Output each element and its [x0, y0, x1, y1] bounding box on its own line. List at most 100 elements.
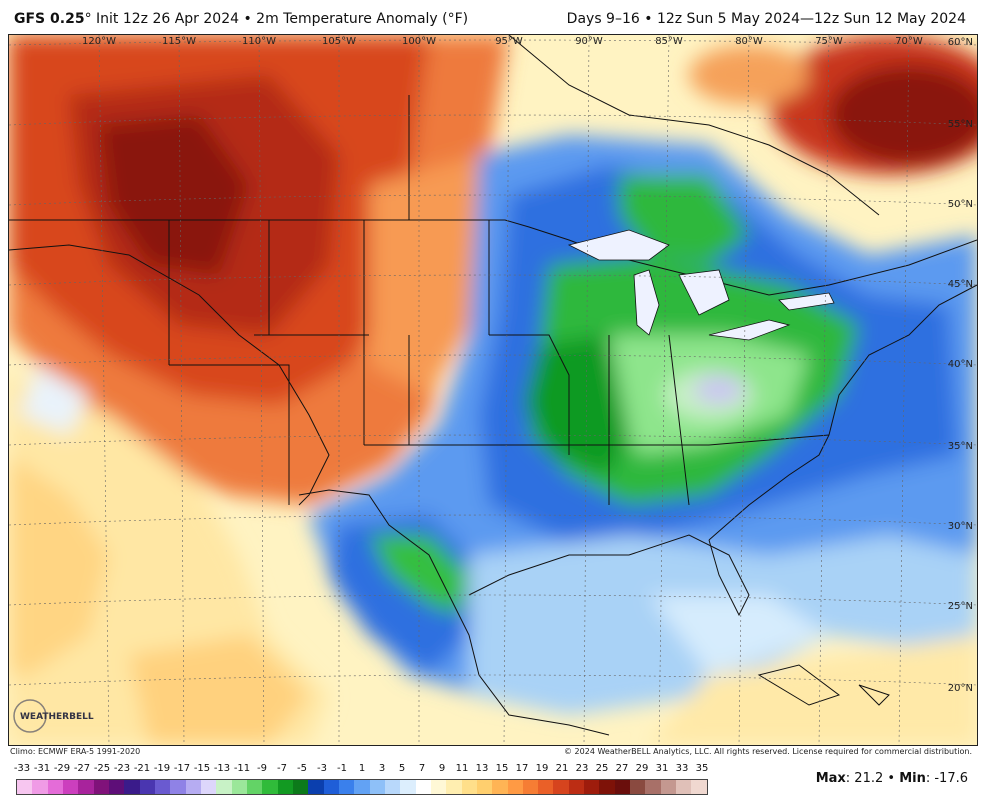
scale-tick: -13: [213, 763, 231, 774]
scale-swatch: [170, 780, 186, 794]
copyright-note: © 2024 WeatherBELL Analytics, LLC. All r…: [564, 747, 972, 756]
scale-swatch: [492, 780, 508, 794]
degree-sign: °: [84, 11, 92, 27]
boundaries: [9, 35, 977, 736]
scale-tick: -1: [337, 763, 347, 774]
scale-swatch: [32, 780, 48, 794]
scale-tick: -11: [233, 763, 251, 774]
scale-tick: -7: [277, 763, 287, 774]
scale-swatch: [139, 780, 155, 794]
scale-swatch: [216, 780, 232, 794]
lat-label: 25°N: [948, 601, 973, 612]
lake-ontario: [778, 292, 835, 311]
scale-tick: -25: [93, 763, 111, 774]
scale-tick: 31: [655, 763, 669, 774]
lon-label: 85°W: [655, 36, 683, 47]
scale-swatch: [323, 780, 339, 794]
scale-swatch: [553, 780, 569, 794]
scale-swatch: [446, 780, 462, 794]
scale-tick: 7: [418, 763, 426, 774]
scale-swatch: [415, 780, 431, 794]
scale-bar: [16, 779, 708, 795]
scale-tick: -29: [53, 763, 71, 774]
scale-tick: -15: [193, 763, 211, 774]
scale-tick: 9: [438, 763, 446, 774]
lake-huron: [678, 269, 730, 316]
init-info: Init 12z 26 Apr 2024 • 2m Temperature An…: [91, 11, 469, 27]
great-lakes: [567, 229, 835, 341]
scale-swatch: [599, 780, 615, 794]
lat-label: 40°N: [948, 359, 973, 370]
scale-swatch: [369, 780, 385, 794]
lat-label: 60°N: [948, 37, 973, 48]
scale-swatch: [461, 780, 477, 794]
scale-tick: -9: [257, 763, 267, 774]
lon-label: 115°W: [162, 36, 196, 47]
scale-swatch: [124, 780, 140, 794]
lon-label: 100°W: [402, 36, 436, 47]
color-scale: -33 -3 1 -29 -27 -25 -23 -21 -1 9 -17 -15 -13 -11 -9 -7…: [10, 763, 710, 803]
scale-tick: -23: [113, 763, 131, 774]
scale-swatch: [507, 780, 523, 794]
min-value: : -17.6: [925, 771, 968, 786]
max-label: Max: [815, 771, 846, 786]
scale-tick-labels: -33 -3 1 -29 -27 -25 -23 -21 -1 9 -17 -15 -13 -11 -9 -7…: [10, 763, 710, 777]
anomaly-field: [9, 35, 977, 745]
scale-swatch: [200, 780, 217, 794]
longitude-labels: 120°W 115°W 110°W 105°W 100°W 95°W 90°W 85°W 80°…: [82, 36, 923, 47]
scale-tick: 15: [495, 763, 509, 774]
scale-swatch: [614, 780, 631, 794]
lon-label: 95°W: [495, 36, 523, 47]
scale-swatch: [476, 780, 493, 794]
lon-label: 105°W: [322, 36, 356, 47]
lat-label: 35°N: [948, 441, 973, 452]
scale-swatch: [292, 780, 309, 794]
scale-swatch: [262, 780, 278, 794]
scale-swatch: [154, 780, 171, 794]
scale-tick: 21: [555, 763, 569, 774]
scale-tick: 19: [535, 763, 549, 774]
scale-tick: 1: [358, 763, 366, 774]
lat-label: 20°N: [948, 683, 973, 694]
lon-label: 120°W: [82, 36, 116, 47]
scale-swatch: [338, 780, 355, 794]
scale-tick: 25: [595, 763, 609, 774]
scale-swatch: [246, 780, 263, 794]
scale-tick: 27: [615, 763, 629, 774]
scale-swatch: [400, 780, 416, 794]
latitude-labels: 60°N 55°N 50°N 45°N 40°N 35°N 30°N 25°N 20°N: [948, 37, 973, 694]
map-canvas: 120°W 115°W 110°W 105°W 100°W 95°W 90°W 85°W 80°…: [9, 35, 977, 745]
scale-tick: -27: [73, 763, 91, 774]
scale-tick: 35: [695, 763, 709, 774]
scale-tick: 11: [455, 763, 469, 774]
scale-swatch: [108, 780, 125, 794]
hudson-bay-coast: [508, 35, 880, 216]
scale-swatch: [277, 780, 293, 794]
lake-superior: [567, 229, 670, 261]
model-name: GFS 0.25: [14, 11, 85, 27]
logo-text: WEATHERBELL: [20, 712, 94, 722]
scale-tick: 29: [635, 763, 649, 774]
scale-tick: -33: [13, 763, 31, 774]
scale-swatch: [538, 780, 554, 794]
us-canada-border: [9, 219, 977, 296]
lon-label: 110°W: [242, 36, 276, 47]
scale-tick: 17: [515, 763, 529, 774]
scale-swatch: [630, 780, 646, 794]
anomaly-map[interactable]: 120°W 115°W 110°W 105°W 100°W 95°W 90°W 85°W 80°…: [8, 34, 978, 746]
scale-tick: -21: [133, 763, 151, 774]
scale-tick: 23: [575, 763, 589, 774]
scale-swatch: [384, 780, 401, 794]
max-min-readout: Max: 21.2 • Min: -17.6: [816, 771, 968, 786]
scale-tick: -3: [317, 763, 327, 774]
scale-tick: 33: [675, 763, 689, 774]
valid-period: Days 9–16 • 12z Sun 5 May 2024—12z Sun 1…: [566, 11, 966, 27]
atlantic-coast: [708, 284, 977, 541]
lon-label: 80°W: [735, 36, 763, 47]
scale-swatch: [584, 780, 600, 794]
scale-swatch: [430, 780, 447, 794]
scale-swatch: [231, 780, 247, 794]
scale-swatch: [645, 780, 661, 794]
scale-tick: -17: [173, 763, 191, 774]
scale-tick: 5: [398, 763, 406, 774]
